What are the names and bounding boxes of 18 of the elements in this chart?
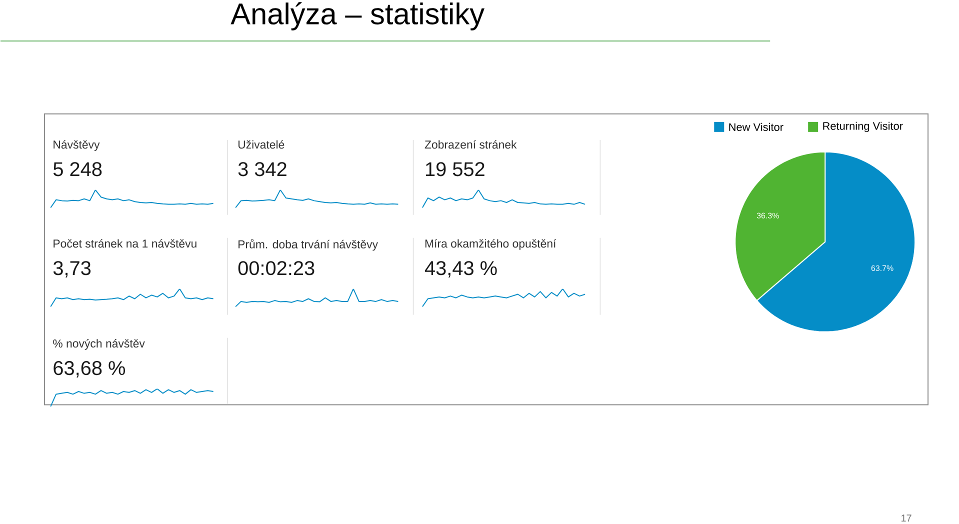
legend-label: Returning Visitor — [823, 122, 903, 132]
chart-subtitle: 19 552 — [426, 162, 484, 176]
chart-title: Míra okamžitého opuštění — [425, 239, 556, 250]
chart-title: % nových návštěv — [53, 339, 145, 350]
chart-subtitle: 5 248 — [53, 162, 102, 176]
chart-subtitle: 63,68 % — [54, 361, 126, 378]
text: 17 — [902, 514, 912, 522]
legend-label: New Visitor — [729, 123, 784, 132]
chart-title: Uživatelé — [238, 140, 284, 149]
chart-title: Zobrazení stránek — [424, 140, 517, 149]
chart-subtitle: 43,43 % — [424, 261, 497, 278]
chart-subtitle: 3,73 — [53, 261, 91, 278]
chart-title: Počet stránek na 1 návštěvu — [54, 239, 196, 248]
text: Analýza – statistiky — [230, 2, 485, 31]
chart-subtitle: 00:02:23 — [238, 261, 314, 276]
chart-title: Prům. doba trvání návštěvy — [238, 239, 378, 251]
chart-title: Návštěvy — [54, 140, 100, 152]
chart-subtitle: 3 342 — [238, 162, 286, 176]
